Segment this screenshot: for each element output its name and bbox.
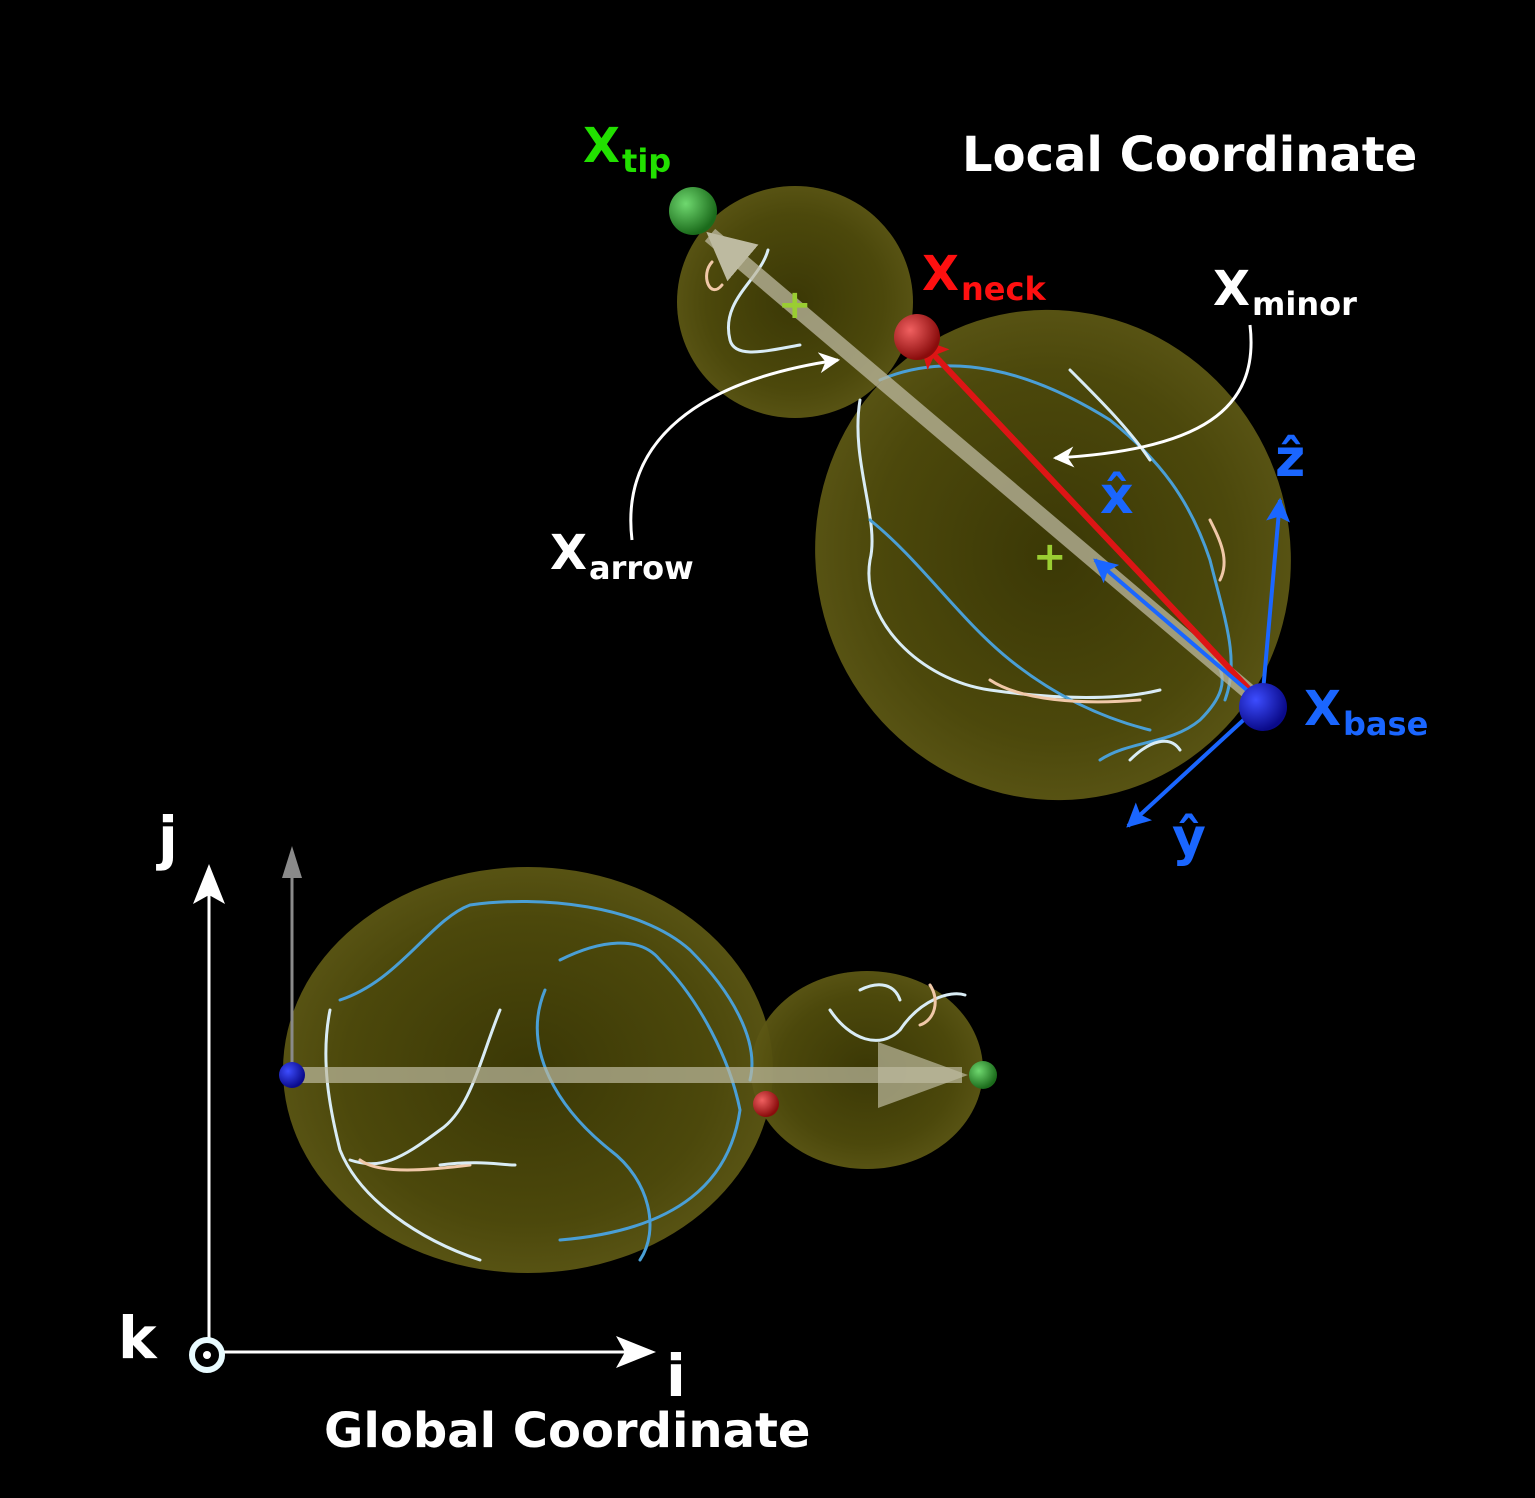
base-label: Xbase: [1304, 681, 1428, 743]
local-y-axis-label: ŷ: [1172, 808, 1206, 868]
global-axes: [189, 864, 656, 1373]
base-label-main: X: [1304, 681, 1341, 737]
global-cell-group: [279, 846, 997, 1273]
neck-label-main: X: [922, 246, 959, 302]
local-cell-group: + +: [629, 186, 1291, 828]
minor-label-main: X: [1213, 261, 1250, 317]
base-point: [1239, 683, 1287, 731]
minor-pointer: [1052, 324, 1253, 468]
mother-centroid-mark: +: [1033, 534, 1067, 580]
local-y-axis: [1126, 701, 1264, 828]
tip-label-main: X: [583, 118, 620, 174]
global-coordinate-title: Global Coordinate: [324, 1403, 810, 1459]
global-k-axis-dot: [203, 1351, 211, 1359]
global-ghost-axis-head: [282, 846, 302, 878]
arrow-label-sub: arrow: [589, 549, 694, 587]
global-filaments: [324, 899, 967, 1262]
neck-label-sub: neck: [961, 270, 1046, 308]
global-j-label: j: [156, 804, 178, 872]
local-x-axis-label: x̂: [1100, 466, 1134, 526]
tip-label: Xtip: [583, 118, 671, 180]
arrow-label-main: X: [550, 525, 587, 581]
tip-label-sub: tip: [622, 142, 671, 180]
minor-label-sub: minor: [1252, 285, 1357, 323]
local-coordinate-title: Local Coordinate: [962, 127, 1417, 183]
neck-point: [894, 314, 940, 360]
base-label-sub: base: [1343, 705, 1428, 743]
tip-point: [669, 187, 717, 235]
minor-label: Xminor: [1213, 261, 1357, 323]
global-j-axis-head: [193, 864, 225, 904]
local-z-axis-label: ẑ: [1275, 429, 1305, 489]
global-i-axis-head: [616, 1336, 656, 1368]
local-z-axis: [1260, 497, 1291, 704]
local-x-axis: [1093, 558, 1264, 705]
global-k-label: k: [118, 1304, 158, 1372]
local-filaments: [705, 248, 1233, 762]
global-neck-point: [753, 1091, 779, 1117]
neck-label: Xneck: [922, 246, 1046, 308]
global-tip-point: [969, 1061, 997, 1089]
global-base-point: [279, 1062, 305, 1088]
arrow-label: Xarrow: [550, 525, 694, 587]
global-arrow-head: [878, 1042, 968, 1108]
bud-centroid-mark: +: [778, 282, 812, 328]
global-i-label: i: [666, 1342, 686, 1410]
arrow-pointer: [629, 352, 841, 541]
neck-vector: [917, 337, 1265, 706]
